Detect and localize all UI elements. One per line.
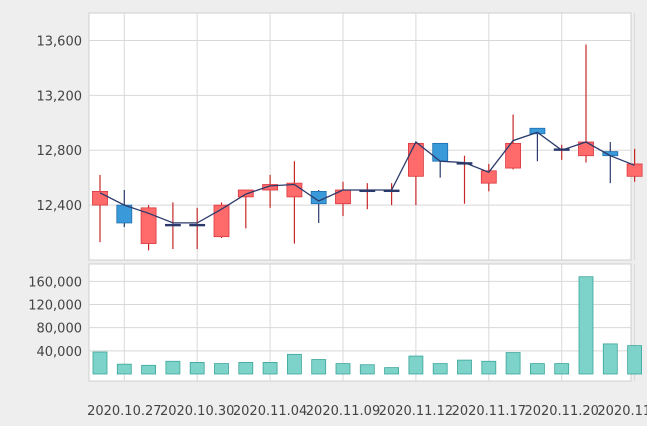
candle	[262, 174, 279, 208]
price-line	[99, 131, 635, 224]
x-tick-label: 2020.11.09	[306, 404, 380, 419]
x-tick-label: 2020.10.27	[87, 404, 161, 419]
volume-y-axis: 40,000 80,000 120,000 160,000	[28, 275, 82, 359]
candle	[480, 163, 497, 192]
price-tick-label: 13,200	[37, 89, 83, 104]
volume-bar	[384, 367, 400, 375]
candle-body	[140, 207, 157, 244]
volume-tick-label: 80,000	[37, 322, 83, 337]
x-tick-label: 2020.11.20	[524, 404, 598, 419]
candle-body	[480, 170, 497, 184]
candle-body	[529, 127, 546, 135]
candle	[529, 127, 546, 162]
volume-bar	[627, 345, 642, 375]
volume-bar	[141, 364, 157, 375]
candle-body	[189, 223, 206, 227]
x-axis: 2020.10.272020.10.302020.11.042020.11.09…	[87, 404, 647, 419]
volume-bar	[92, 351, 108, 375]
volume-bar	[554, 363, 570, 375]
volume-tick-label: 40,000	[37, 345, 83, 360]
candle	[189, 207, 206, 250]
candle-body	[505, 142, 522, 169]
volume-bar	[602, 343, 618, 375]
candle-body	[262, 184, 279, 191]
candle	[310, 190, 327, 223]
volume-bar	[262, 362, 278, 375]
candle-body	[432, 142, 449, 162]
volume-bar	[408, 355, 424, 375]
candle-body	[626, 163, 643, 177]
candle	[407, 141, 424, 206]
volume-bar	[359, 364, 375, 375]
volume-bar	[165, 360, 181, 375]
volume-bar	[432, 363, 448, 375]
x-tick-label: 2020.11.12	[379, 404, 453, 419]
x-tick-label: 2020.11.17	[452, 404, 526, 419]
price-tick-label: 12,400	[37, 199, 83, 214]
x-tick-label: 2020.11.25	[597, 404, 647, 419]
price-y-axis: 12,400 12,800 13,200 13,600	[37, 34, 83, 214]
volume-bar	[189, 362, 205, 375]
volume-bar	[238, 362, 254, 375]
volume-bars	[92, 276, 642, 375]
candle	[164, 202, 181, 250]
volume-bar	[578, 276, 594, 375]
candle	[116, 190, 133, 228]
volume-bar	[214, 363, 229, 375]
volume-bar	[505, 352, 521, 375]
price-tick-label: 13,600	[37, 34, 83, 49]
candle-body	[213, 204, 230, 238]
volume-tick-label: 120,000	[28, 299, 82, 314]
candle	[626, 148, 643, 182]
volume-bar	[335, 363, 351, 375]
volume-bar	[286, 353, 302, 375]
candle-body	[164, 223, 181, 227]
candle	[213, 202, 230, 239]
price-panel	[88, 12, 632, 261]
candle	[505, 114, 522, 170]
x-tick-label: 2020.11.04	[233, 404, 307, 419]
price-tick-label: 12,800	[37, 144, 83, 159]
volume-bar	[530, 363, 545, 375]
volume-bar	[116, 363, 132, 375]
volume-bar	[457, 359, 472, 375]
candle	[578, 44, 594, 163]
volume-bar	[311, 359, 327, 375]
candle-body	[407, 142, 424, 177]
x-tick-label: 2020.10.30	[160, 404, 234, 419]
volume-bar	[481, 360, 497, 375]
candle	[335, 181, 351, 217]
volume-tick-label: 160,000	[28, 275, 82, 290]
candle-body	[116, 204, 133, 224]
